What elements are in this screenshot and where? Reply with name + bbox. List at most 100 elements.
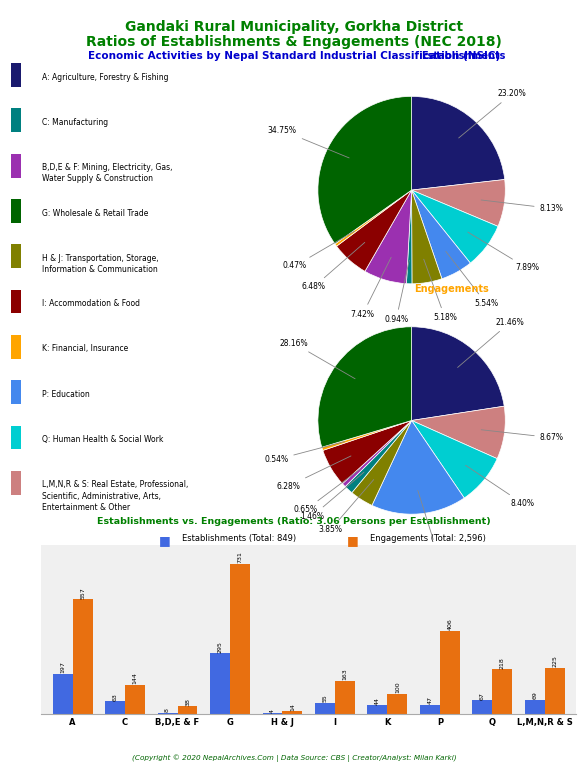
Text: Q: Human Health & Social Work: Q: Human Health & Social Work xyxy=(42,435,163,444)
Wedge shape xyxy=(412,406,505,458)
Bar xyxy=(387,694,407,714)
Text: 225: 225 xyxy=(552,655,557,667)
Bar xyxy=(262,713,282,714)
FancyBboxPatch shape xyxy=(11,154,21,177)
FancyBboxPatch shape xyxy=(11,199,21,223)
Text: P: Education: P: Education xyxy=(42,390,90,399)
Text: 6.28%: 6.28% xyxy=(276,456,351,491)
Bar xyxy=(53,674,73,714)
Bar xyxy=(315,703,335,714)
Text: 731: 731 xyxy=(238,551,242,563)
Text: (Copyright © 2020 NepalArchives.Com | Data Source: CBS | Creator/Analyst: Milan : (Copyright © 2020 NepalArchives.Com | Da… xyxy=(132,754,456,762)
Text: Establishments (Total: 849): Establishments (Total: 849) xyxy=(182,534,296,543)
Text: 28.16%: 28.16% xyxy=(279,339,355,379)
FancyBboxPatch shape xyxy=(11,63,21,87)
Text: 144: 144 xyxy=(132,672,138,684)
Text: 44: 44 xyxy=(375,697,380,704)
Wedge shape xyxy=(412,421,497,498)
FancyBboxPatch shape xyxy=(11,244,21,268)
Bar xyxy=(492,670,512,714)
Text: K: Financial, Insurance: K: Financial, Insurance xyxy=(42,345,128,353)
Wedge shape xyxy=(323,421,412,484)
Wedge shape xyxy=(342,421,412,487)
Bar xyxy=(105,701,125,714)
Text: ■: ■ xyxy=(347,534,359,547)
Wedge shape xyxy=(335,190,412,247)
Text: Establishments: Establishments xyxy=(421,51,505,61)
Bar xyxy=(230,564,250,714)
Text: 14: 14 xyxy=(290,703,295,710)
Text: 1.46%: 1.46% xyxy=(300,472,364,521)
Text: 0.94%: 0.94% xyxy=(384,260,409,324)
Wedge shape xyxy=(318,327,412,447)
Bar xyxy=(544,668,564,714)
Text: 557: 557 xyxy=(80,587,85,599)
Wedge shape xyxy=(406,190,412,284)
Wedge shape xyxy=(318,97,412,244)
Text: 7.89%: 7.89% xyxy=(468,232,539,273)
Wedge shape xyxy=(412,190,442,283)
FancyBboxPatch shape xyxy=(11,425,21,449)
Text: 34.75%: 34.75% xyxy=(268,126,349,158)
Text: I: Accommodation & Food: I: Accommodation & Food xyxy=(42,300,140,308)
Text: H & J: Transportation, Storage,
Information & Communication: H & J: Transportation, Storage, Informat… xyxy=(42,254,159,274)
Text: A: Agriculture, Forestry & Fishing: A: Agriculture, Forestry & Fishing xyxy=(42,72,169,81)
FancyBboxPatch shape xyxy=(11,290,21,313)
Text: L,M,N,R & S: Real Estate, Professional,
Scientific, Administrative, Arts,
Entert: L,M,N,R & S: Real Estate, Professional, … xyxy=(42,481,189,511)
Text: 21.46%: 21.46% xyxy=(457,318,524,367)
Text: 0.54%: 0.54% xyxy=(264,442,345,464)
Text: 0.65%: 0.65% xyxy=(294,468,360,515)
Wedge shape xyxy=(412,190,470,279)
Wedge shape xyxy=(412,327,504,421)
Text: 23.20%: 23.20% xyxy=(459,89,526,138)
Text: 163: 163 xyxy=(342,668,348,680)
Text: 197: 197 xyxy=(60,661,65,673)
Wedge shape xyxy=(412,190,498,263)
Text: Economic Activities by Nepal Standard Industrial Classification (NSIC): Economic Activities by Nepal Standard In… xyxy=(88,51,500,61)
Text: 5.18%: 5.18% xyxy=(424,260,457,322)
Bar xyxy=(420,704,440,714)
Text: Gandaki Rural Municipality, Gorkha District: Gandaki Rural Municipality, Gorkha Distr… xyxy=(125,20,463,34)
Text: 406: 406 xyxy=(447,618,452,630)
Text: 38: 38 xyxy=(185,698,190,706)
Text: 7.42%: 7.42% xyxy=(351,257,391,319)
Text: 15.64%: 15.64% xyxy=(418,491,451,554)
FancyBboxPatch shape xyxy=(11,335,21,359)
Bar xyxy=(178,707,198,714)
Text: 63: 63 xyxy=(113,693,118,700)
Bar xyxy=(125,684,145,714)
Text: 4: 4 xyxy=(270,709,275,713)
Wedge shape xyxy=(322,421,412,450)
Wedge shape xyxy=(345,421,412,492)
Text: 55: 55 xyxy=(322,694,328,702)
Text: 67: 67 xyxy=(480,692,485,700)
Text: Engagements: Engagements xyxy=(414,284,489,294)
Text: 8.13%: 8.13% xyxy=(481,200,563,213)
Bar xyxy=(368,705,387,714)
Bar xyxy=(210,654,230,714)
Bar xyxy=(282,711,302,714)
Text: Engagements (Total: 2,596): Engagements (Total: 2,596) xyxy=(370,534,486,543)
Text: Establishments vs. Engagements (Ratio: 3.06 Persons per Establishment): Establishments vs. Engagements (Ratio: 3… xyxy=(97,517,491,526)
Wedge shape xyxy=(365,190,412,283)
Text: C: Manufacturing: C: Manufacturing xyxy=(42,118,108,127)
Text: 8.67%: 8.67% xyxy=(481,430,564,442)
Text: B,D,E & F: Mining, Electricity, Gas,
Water Supply & Construction: B,D,E & F: Mining, Electricity, Gas, Wat… xyxy=(42,164,173,184)
Text: 6.48%: 6.48% xyxy=(302,243,365,291)
Text: Ratios of Establishments & Engagements (NEC 2018): Ratios of Establishments & Engagements (… xyxy=(86,35,502,48)
Wedge shape xyxy=(336,190,412,271)
Wedge shape xyxy=(412,97,505,190)
Text: 3.85%: 3.85% xyxy=(319,479,374,535)
Bar xyxy=(472,700,492,714)
Text: ■: ■ xyxy=(159,534,171,547)
Text: 218: 218 xyxy=(500,657,505,669)
Wedge shape xyxy=(352,421,412,505)
Text: 8: 8 xyxy=(165,708,170,712)
Text: 295: 295 xyxy=(218,641,222,653)
FancyBboxPatch shape xyxy=(11,380,21,404)
FancyBboxPatch shape xyxy=(11,108,21,132)
Bar xyxy=(73,600,92,714)
Text: 8.40%: 8.40% xyxy=(466,465,534,508)
Text: 0.47%: 0.47% xyxy=(283,231,355,270)
Text: 69: 69 xyxy=(532,691,537,700)
